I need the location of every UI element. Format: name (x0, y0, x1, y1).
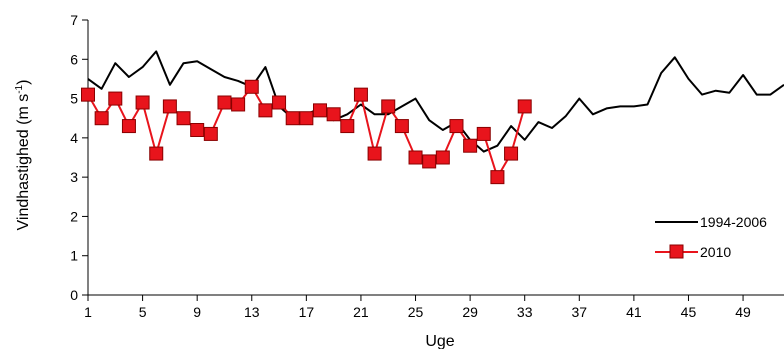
y-axis-title-sup: -1 (14, 84, 25, 93)
data-point-2010 (463, 138, 478, 153)
data-point-2010 (367, 146, 382, 161)
data-point-2010 (449, 119, 464, 134)
data-point-2010 (422, 154, 437, 169)
y-axis-title-close: ) (15, 80, 32, 85)
x-tick-label: 21 (353, 304, 369, 320)
x-tick-label: 29 (462, 304, 478, 320)
y-tick-label: 7 (70, 12, 78, 28)
x-tick-label: 5 (139, 304, 147, 320)
legend: 1994-2006 2010 (655, 214, 767, 260)
x-tick-label: 9 (193, 304, 201, 320)
x-tick-label: 37 (572, 304, 588, 320)
data-point-2010 (135, 95, 150, 110)
data-point-2010 (435, 150, 450, 165)
legend-label-1994-2006: 1994-2006 (700, 214, 767, 230)
x-tick-label: 45 (681, 304, 697, 320)
data-point-2010 (149, 146, 164, 161)
x-tick-label: 41 (626, 304, 642, 320)
x-tick-label: 17 (299, 304, 315, 320)
x-tick-label: 25 (408, 304, 424, 320)
data-point-2010 (162, 99, 177, 114)
data-point-2010 (340, 119, 355, 134)
legend-swatch-2010-marker (669, 244, 684, 259)
data-point-2010 (299, 111, 314, 126)
series-layer (81, 50, 784, 185)
data-point-2010 (476, 126, 491, 141)
y-axis-title: Vindhastighed (m s-1) (14, 80, 32, 231)
series-line-1994-2006 (87, 50, 784, 153)
data-point-2010 (313, 103, 327, 118)
data-point-2010 (121, 119, 136, 134)
y-tick-label: 4 (70, 130, 78, 146)
y-tick-label: 6 (70, 51, 78, 67)
data-point-2010 (272, 95, 287, 110)
data-point-2010 (408, 150, 423, 165)
x-axis-title: Uge (425, 333, 454, 349)
y-tick-label: 0 (70, 287, 78, 303)
legend-label-2010: 2010 (700, 244, 731, 260)
data-point-2010 (217, 95, 232, 110)
data-point-2010 (231, 97, 246, 112)
data-point-2010 (108, 91, 123, 106)
data-point-2010 (203, 126, 218, 141)
data-point-2010 (326, 107, 341, 122)
x-tick-label: 1 (84, 304, 92, 320)
y-tick-label: 1 (70, 248, 78, 264)
data-point-2010 (381, 99, 396, 114)
data-point-2010 (81, 87, 95, 102)
data-point-2010 (258, 103, 273, 118)
y-tick-label: 3 (70, 169, 78, 185)
data-point-2010 (94, 111, 109, 126)
data-point-2010 (176, 111, 191, 126)
data-point-2010 (517, 99, 532, 114)
data-point-2010 (394, 119, 409, 134)
y-tick-label: 2 (70, 208, 78, 224)
data-point-2010 (285, 111, 300, 126)
x-tick-label: 33 (517, 304, 533, 320)
data-point-2010 (490, 170, 505, 185)
data-point-2010 (244, 79, 259, 94)
data-point-2010 (190, 123, 205, 137)
x-tick-label: 49 (735, 304, 751, 320)
x-tick-label: 13 (244, 304, 260, 320)
data-point-2010 (353, 87, 368, 102)
data-point-2010 (504, 146, 519, 161)
y-tick-label: 5 (70, 91, 78, 107)
